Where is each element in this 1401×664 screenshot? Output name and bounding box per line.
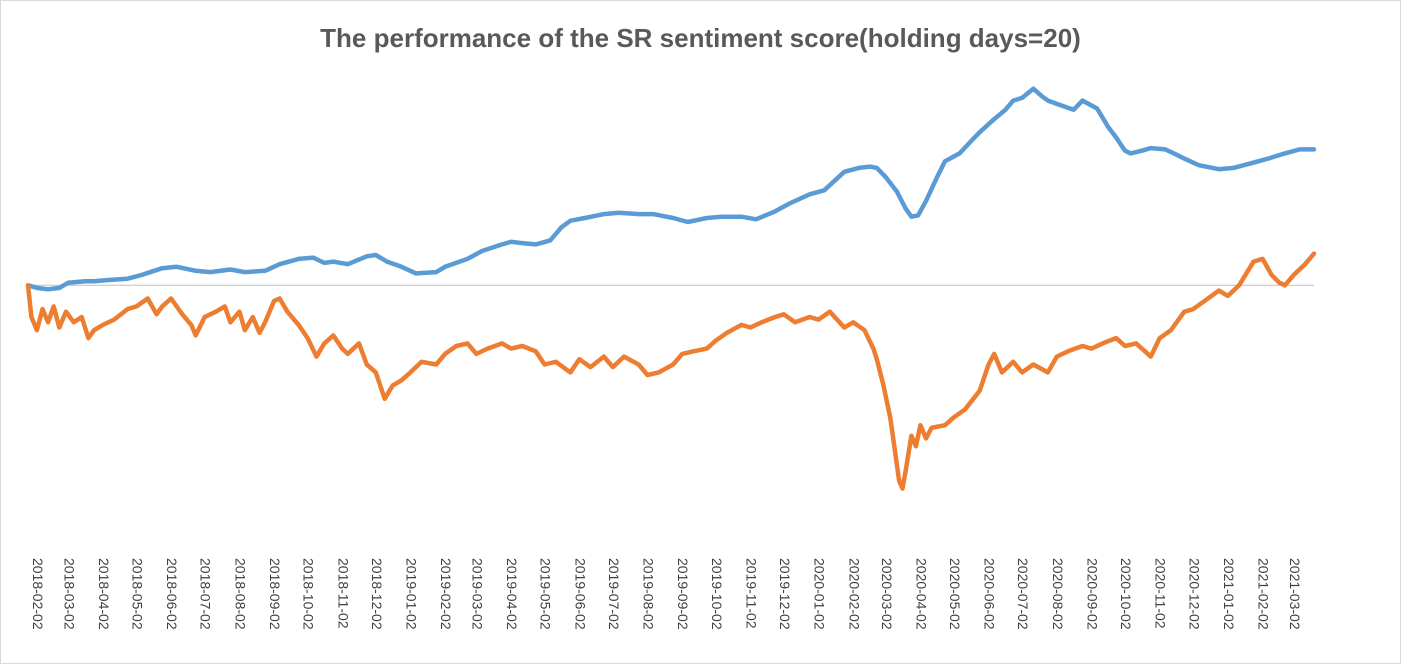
x-tick-label: 2019-02-02 <box>438 558 454 630</box>
x-axis-ticks: 2018-02-02 2018-03-02 2018-04-02 2018-05-02… <box>30 558 1303 630</box>
x-tick-label: 2020-04-02 <box>913 558 929 630</box>
x-tick-label: 2019-05-02 <box>538 558 554 630</box>
series-line-2 <box>25 251 1317 491</box>
x-tick-label: 2020-08-02 <box>1050 558 1066 630</box>
x-tick-label: 2018-08-02 <box>232 558 248 630</box>
x-tick-label: 2018-07-02 <box>198 558 214 630</box>
x-tick-label: 2019-04-02 <box>504 558 520 630</box>
x-tick-label: 2020-10-02 <box>1118 558 1134 630</box>
x-tick-label: 2021-03-02 <box>1287 558 1303 630</box>
x-tick-label: 2020-12-02 <box>1186 558 1202 630</box>
x-tick-label: 2018-10-02 <box>301 558 317 630</box>
x-tick-label: 2019-01-02 <box>403 558 419 630</box>
x-tick-label: 2019-03-02 <box>469 558 485 630</box>
x-tick-label: 2020-11-02 <box>1153 558 1169 629</box>
x-tick-label: 2019-11-02 <box>743 558 759 629</box>
x-tick-label: 2020-01-02 <box>812 558 828 630</box>
x-tick-label: 2020-02-02 <box>846 558 862 630</box>
x-tick-label: 2019-07-02 <box>606 558 622 630</box>
x-tick-label: 2018-09-02 <box>267 558 283 630</box>
x-tick-label: 2020-05-02 <box>947 558 963 630</box>
x-tick-label: 2018-06-02 <box>164 558 180 630</box>
x-tick-label: 2020-07-02 <box>1015 558 1031 630</box>
x-tick-label: 2018-02-02 <box>30 558 46 630</box>
x-tick-label: 2018-12-02 <box>369 558 385 630</box>
x-tick-label: 2018-05-02 <box>130 558 146 630</box>
series-line-1 <box>25 86 1317 292</box>
x-tick-label: 2019-06-02 <box>572 558 588 630</box>
x-tick-label: 2019-12-02 <box>777 558 793 630</box>
x-tick-label: 2021-02-02 <box>1256 558 1272 630</box>
x-tick-label: 2019-08-02 <box>641 558 657 630</box>
x-tick-label: 2020-06-02 <box>982 558 998 630</box>
x-tick-label: 2018-04-02 <box>96 558 112 630</box>
x-tick-label: 2019-09-02 <box>675 558 691 630</box>
x-tick-label: 2019-10-02 <box>709 558 725 630</box>
series-layer <box>25 86 1317 491</box>
x-tick-label: 2018-11-02 <box>335 558 351 629</box>
x-tick-label: 2018-03-02 <box>61 558 77 630</box>
x-tick-label: 2020-03-02 <box>879 558 895 630</box>
x-tick-label: 2021-01-02 <box>1221 558 1237 630</box>
chart-title: The performance of the SR sentiment scor… <box>320 23 1081 53</box>
x-tick-label: 2020-09-02 <box>1085 558 1101 630</box>
